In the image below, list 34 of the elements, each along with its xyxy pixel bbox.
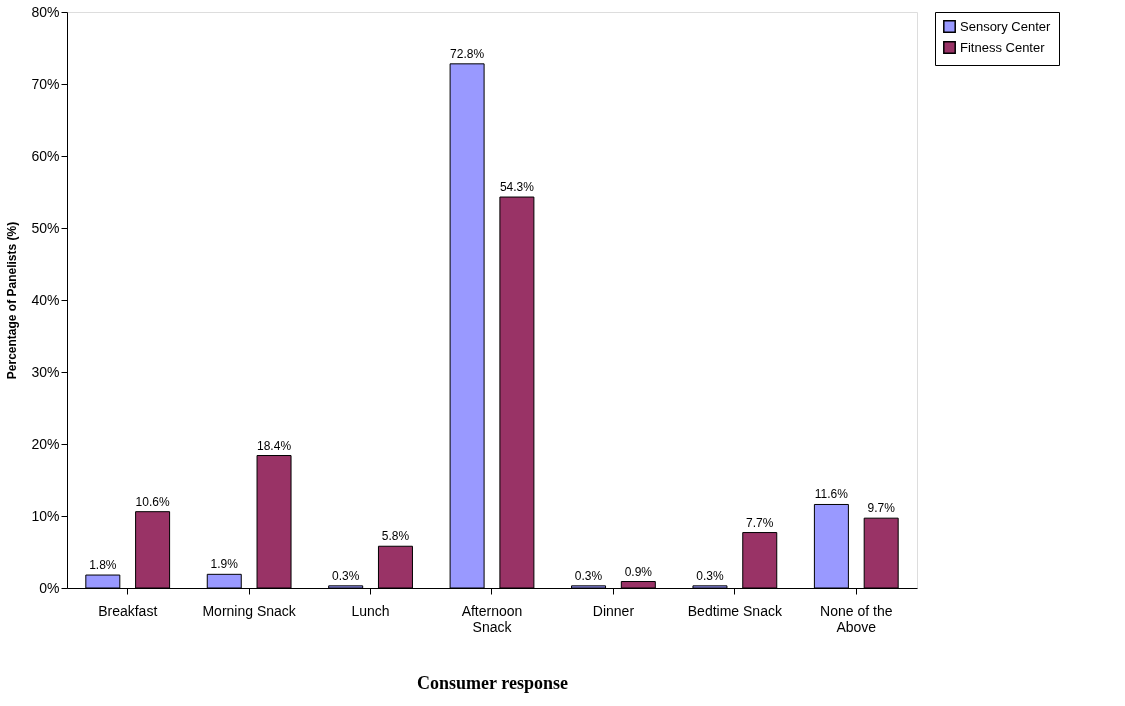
- data-label: 0.9%: [624, 564, 653, 579]
- x-tick-label: Bedtime Snack: [687, 602, 783, 619]
- x-tick-label: None of the Above: [820, 602, 893, 635]
- data-label: 1.9%: [210, 557, 239, 572]
- x-tick-label: Breakfast: [98, 602, 158, 619]
- data-label: 5.8%: [381, 529, 410, 544]
- y-tick-label: 30%: [31, 363, 60, 380]
- y-tick-label: 10%: [31, 507, 60, 524]
- legend-label: Fitness Center: [960, 39, 1046, 55]
- data-label: 18.4%: [257, 438, 292, 453]
- y-tick-label: 40%: [31, 291, 60, 308]
- legend-label: Sensory Center: [960, 18, 1051, 34]
- y-tick-label: 70%: [31, 75, 60, 92]
- data-label: 10.6%: [135, 494, 170, 509]
- x-tick-label: Morning Snack: [202, 602, 297, 619]
- data-label: 0.3%: [574, 568, 603, 583]
- data-label: 7.7%: [746, 515, 774, 530]
- y-tick-label: 0%: [39, 579, 60, 596]
- data-label: 0.3%: [696, 568, 724, 583]
- data-label: 0.3%: [332, 568, 360, 583]
- data-label: 9.7%: [867, 501, 896, 516]
- x-tick-label: Lunch: [351, 602, 390, 619]
- x-tick-label: Dinner: [592, 602, 635, 619]
- data-label: 72.8%: [450, 46, 485, 61]
- x-tick-label: Afternoon Snack: [461, 602, 523, 635]
- data-label: 1.8%: [89, 558, 117, 573]
- data-label: 11.6%: [814, 487, 849, 502]
- x-axis-title: Consumer response: [417, 672, 568, 693]
- y-axis-title: Percentage of Panelists (%): [5, 221, 20, 380]
- y-tick-label: 50%: [31, 219, 60, 236]
- y-tick-label: 20%: [31, 435, 60, 452]
- y-tick-label: 80%: [31, 3, 60, 20]
- data-label: 54.3%: [499, 180, 535, 195]
- y-tick-label: 60%: [31, 147, 60, 164]
